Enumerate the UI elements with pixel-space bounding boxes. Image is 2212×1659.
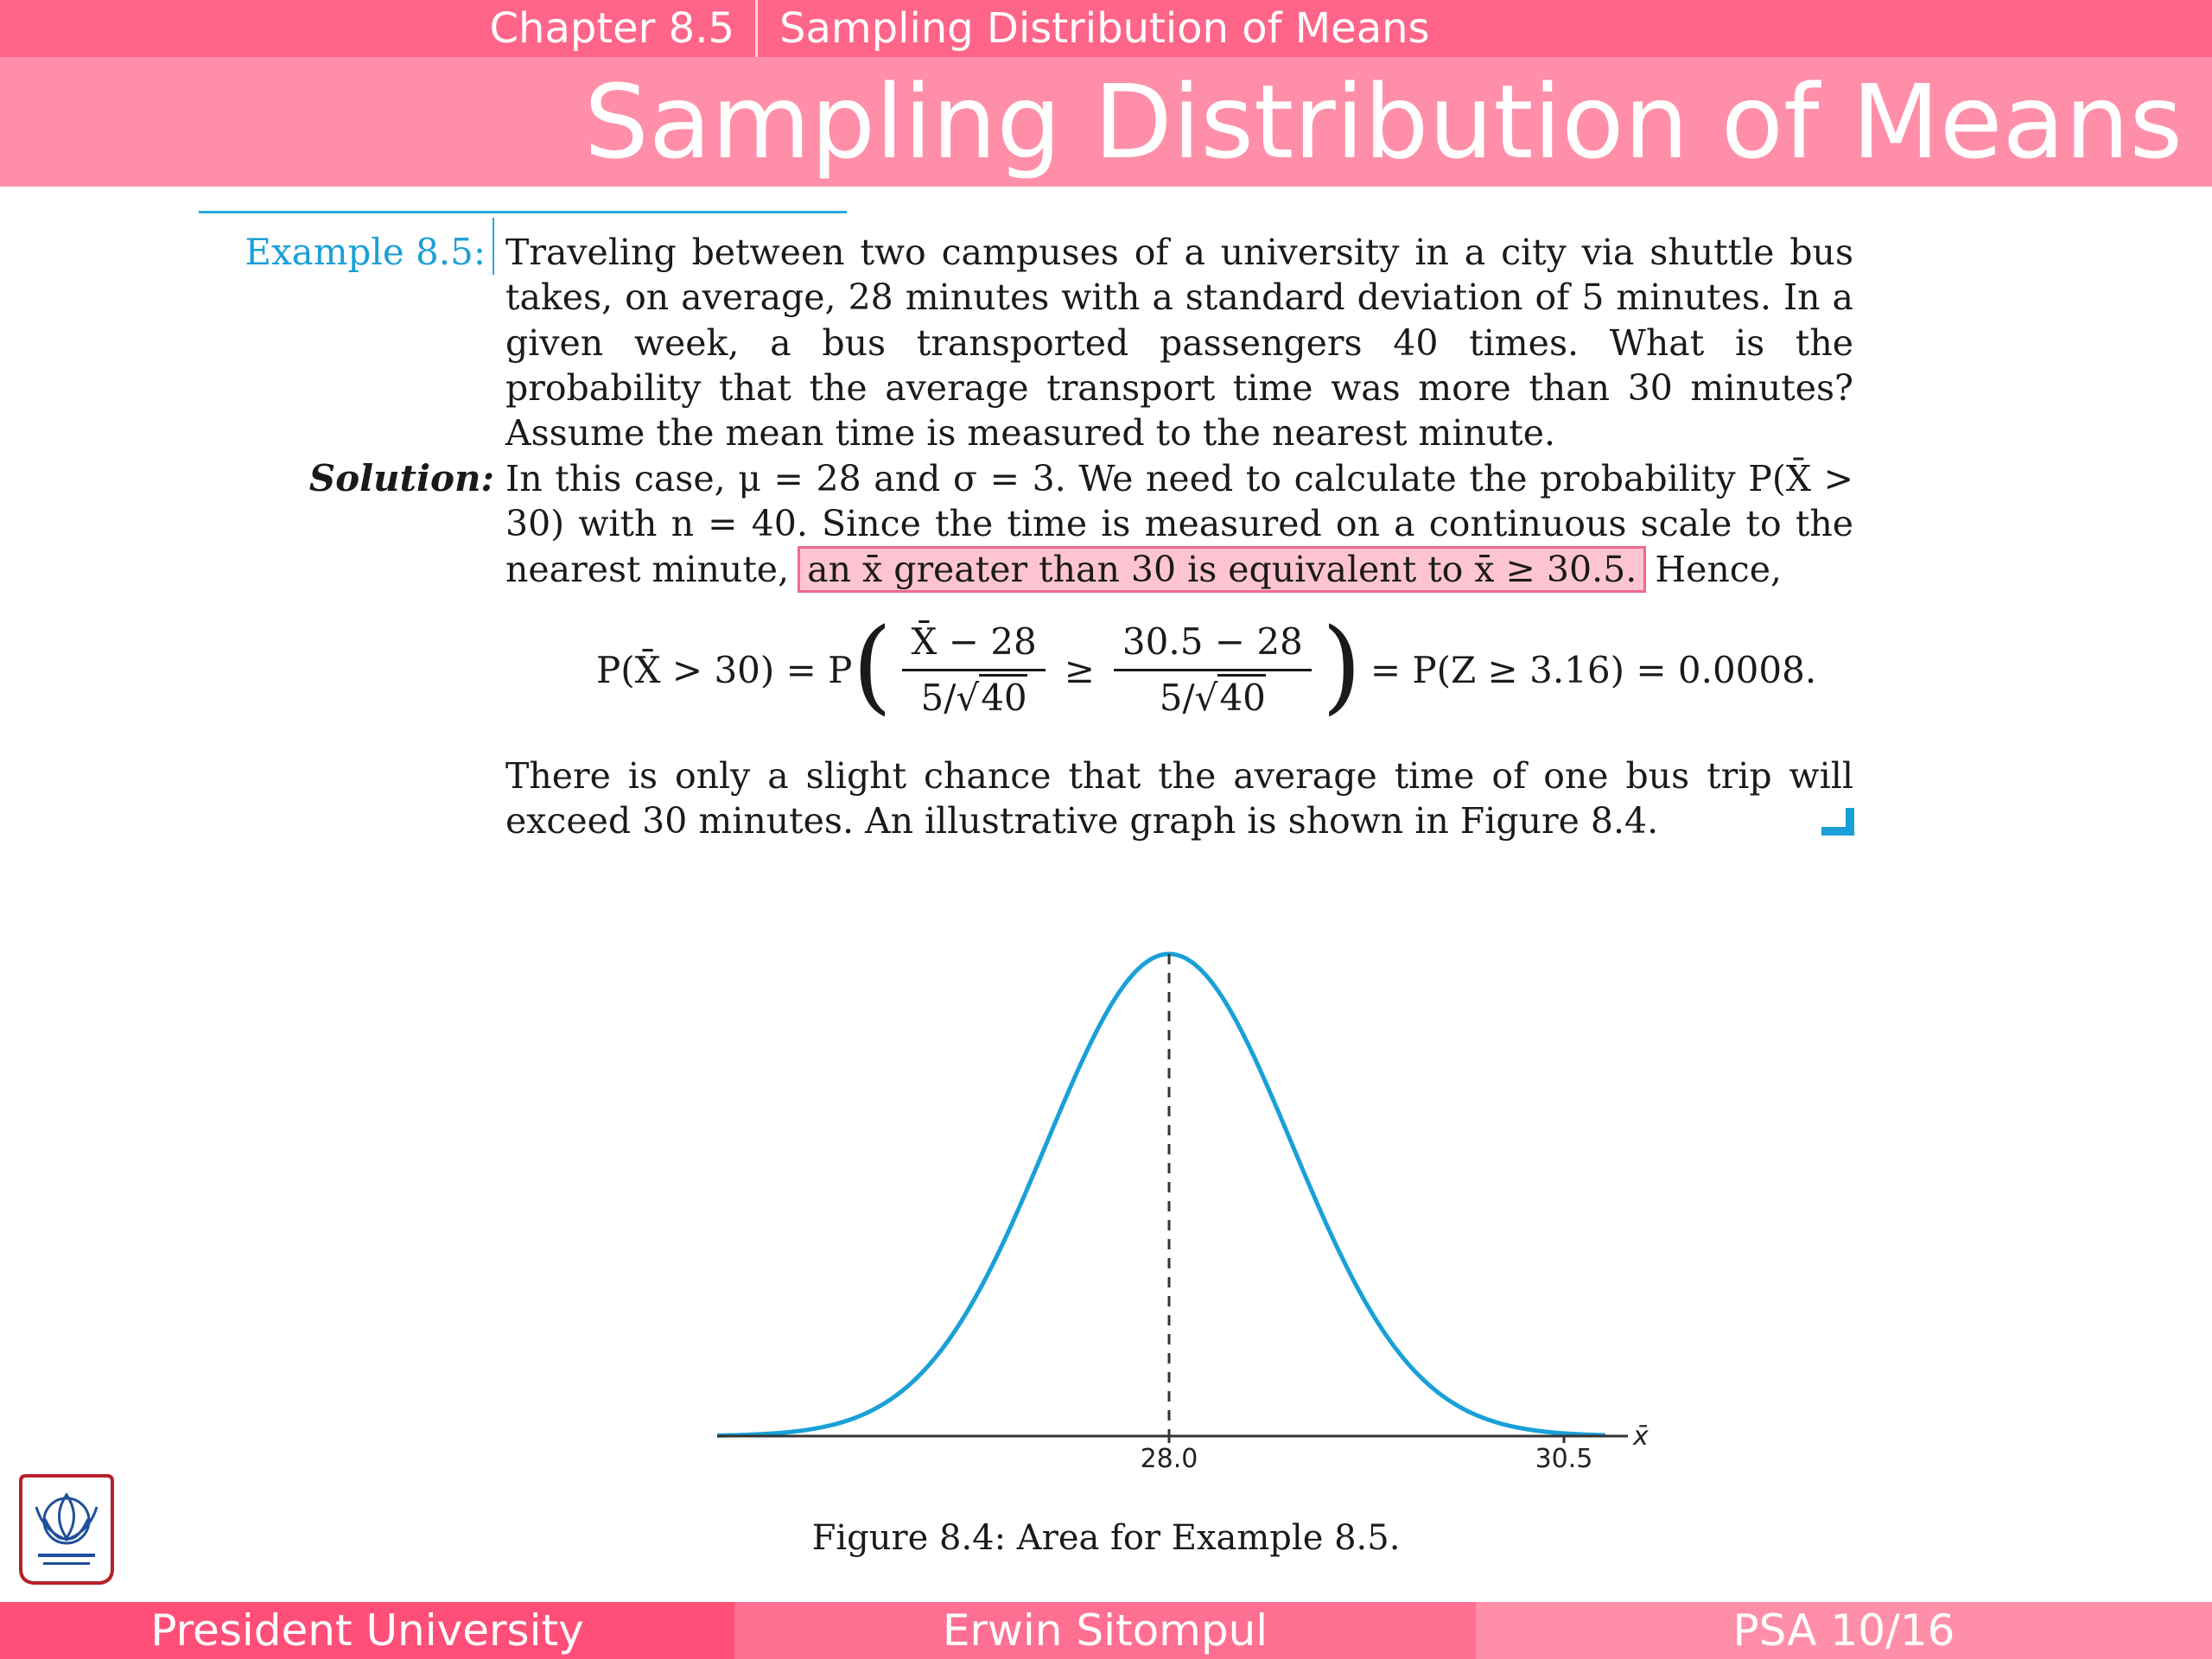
fraction-2: 30.5 − 28 5/√40 [1113,619,1312,721]
fraction-1-numerator: X̄ − 28 [902,619,1046,671]
title-bar: Sampling Distribution of Means [0,57,2212,187]
figure-caption: Figure 8.4: Area for Example 8.5. [811,1518,1401,1558]
fraction-2-numerator: 30.5 − 28 [1113,619,1312,671]
equation-lhs: P(X̄ > 30) = P [596,648,853,691]
example-side-rule [493,218,494,275]
geq-symbol: ≥ [1064,648,1095,691]
mean-tick-label: 28.0 [1141,1444,1198,1474]
section-label: Sampling Distribution of Means [779,4,1430,53]
axis-label: x̄ [1632,1421,1649,1452]
fraction-2-denominator: 5/√40 [1151,671,1274,721]
right-paren: ) [1321,606,1362,725]
footer-page: PSA 10/16 [1476,1602,2212,1659]
normal-curve [716,951,1606,1438]
solution-label: Solution: [308,457,494,499]
footer-page-number: PSA 10/16 [1732,1605,1955,1656]
example-top-rule [199,211,847,213]
equation-rhs: = P(Z ≥ 3.16) = 0.0008. [1370,648,1817,691]
header-separator [755,0,758,57]
display-equation: P(X̄ > 30) = P ( X̄ − 28 5/√40 ≥ 30.5 − … [596,614,1825,719]
fraction-1: X̄ − 28 5/√40 [902,619,1046,721]
left-paren: ( [852,606,893,725]
chapter-label: Chapter 8.5 [489,4,735,53]
solution-after: Hence, [1655,548,1782,590]
den-root-2: 40 [1217,673,1266,719]
slide-title: Sampling Distribution of Means [584,62,2183,181]
den-prefix-2: 5/ [1159,676,1195,719]
tail-tick-label: 30.5 [1535,1444,1593,1474]
example-text: Traveling between two campuses of a univ… [505,232,1853,454]
solution-text: In this case, μ = 28 and σ = 3. We need … [505,456,1853,593]
top-bar: Chapter 8.5 Sampling Distribution of Mea… [0,0,2212,57]
example-label: Example 8.5: [245,231,486,273]
conclusion-text: There is only a slight chance that the a… [505,755,1853,842]
footer-bar: President University Erwin Sitompul PSA … [0,1602,2212,1659]
solution-intro: In this case, μ = 28 and σ = 3. We need … [505,458,1853,590]
footer-author: Erwin Sitompul [734,1602,1476,1659]
president-university-logo [19,1474,114,1585]
den-prefix-1: 5/ [920,676,957,719]
fraction-1-denominator: 5/√40 [912,671,1036,721]
normal-curve-figure: 28.0 30.5 x̄ [716,951,1649,1474]
den-root-1: 40 [979,673,1027,719]
footer-institution: President University [0,1602,734,1659]
highlighted-statement: an x̄ greater than 30 is equivalent to x… [798,545,1647,593]
qed-mark-icon [1821,808,1854,836]
